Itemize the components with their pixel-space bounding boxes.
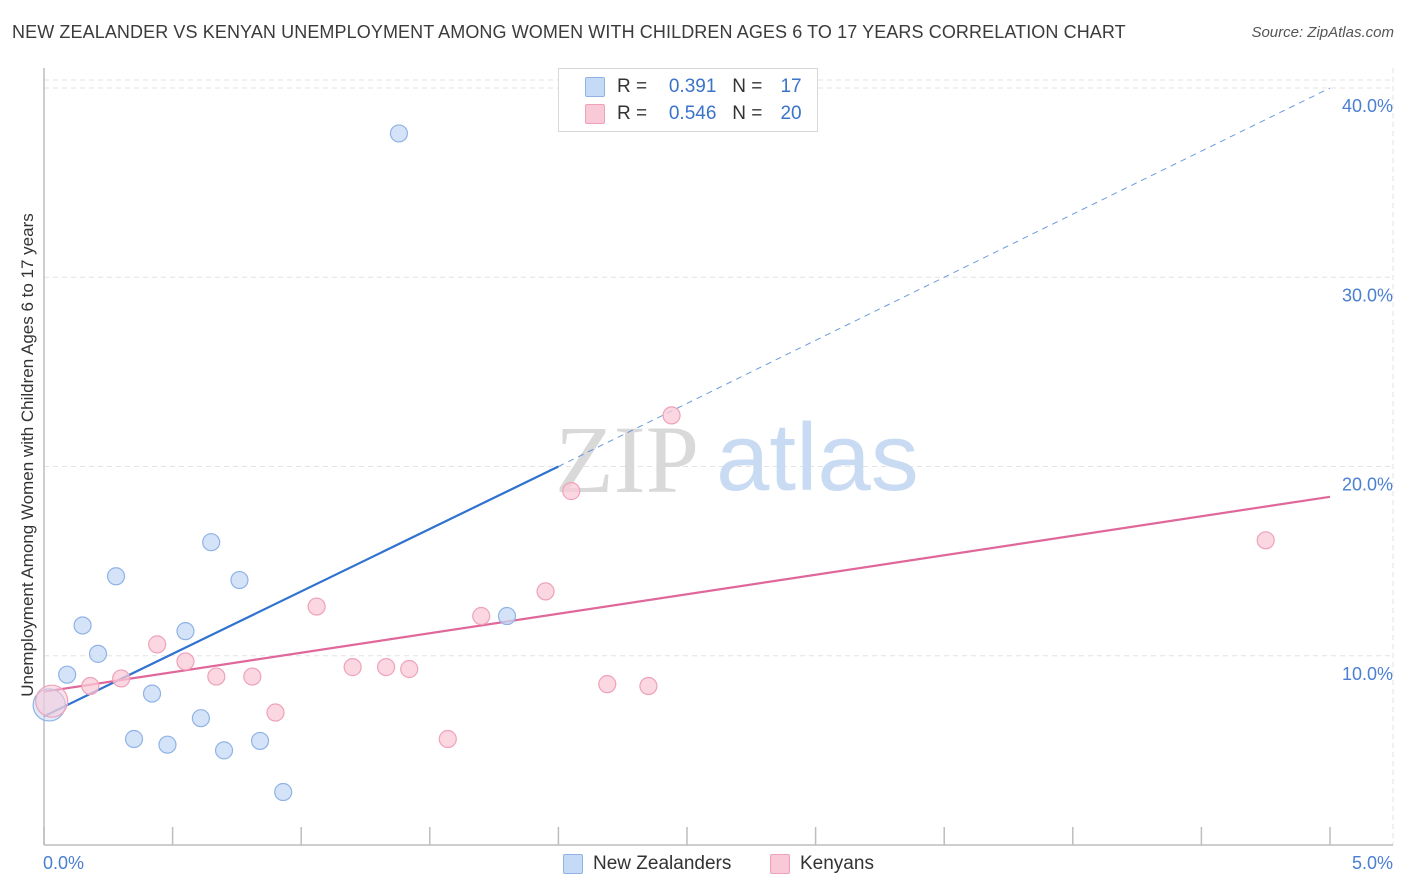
legend-r-value: 0.546 [668, 103, 717, 124]
point-kenyans [243, 667, 262, 686]
point-new-zealanders [214, 741, 234, 760]
grid-lines [44, 68, 1394, 845]
point-kenyans [376, 658, 396, 677]
point-kenyans [207, 667, 226, 686]
point-new-zealanders [124, 729, 144, 749]
point-kenyans [81, 676, 100, 696]
legend-r-value: 0.391 [668, 76, 717, 97]
point-kenyans [307, 597, 326, 616]
legend-n-label: N = [732, 76, 763, 97]
y-tick-label: 10.0% [1342, 664, 1393, 684]
correlation-legend: R = 0.391 N = 17 R = 0.546 N = 20 [558, 68, 818, 132]
point-kenyans [562, 482, 581, 501]
legend-swatch-new-zealanders [585, 77, 605, 97]
point-kenyans [639, 676, 658, 696]
trend-line-new-zealanders-extension [558, 87, 1331, 467]
y-axis-title: Unemployment Among Women with Children A… [18, 213, 37, 697]
point-kenyans [536, 582, 555, 601]
point-new-zealanders [88, 644, 108, 663]
point-new-zealanders [106, 567, 126, 586]
trend-lines [43, 87, 1331, 718]
data-points [32, 124, 1275, 802]
point-new-zealanders [73, 616, 92, 635]
point-new-zealanders [497, 606, 517, 626]
x-tick-label-min: 0.0% [43, 853, 84, 873]
point-kenyans [662, 406, 681, 425]
point-new-zealanders [202, 533, 221, 552]
point-kenyans [112, 669, 131, 688]
legend-n-value: 20 [780, 103, 802, 124]
point-kenyans [35, 684, 69, 718]
watermark: ZIP atlas [555, 404, 919, 513]
point-kenyans [438, 729, 457, 749]
y-tick-label: 30.0% [1342, 285, 1393, 305]
series-swatch-kenyans [770, 854, 790, 874]
point-kenyans [266, 703, 285, 722]
y-tick-labels: 10.0% 20.0% 30.0% 40.0% [1342, 96, 1393, 684]
point-new-zealanders [158, 735, 177, 754]
x-tick-label-max: 5.0% [1352, 853, 1393, 873]
point-new-zealanders [389, 124, 409, 143]
point-kenyans [148, 635, 167, 654]
point-new-zealanders [274, 782, 293, 802]
series-label-kenyans: Kenyans [800, 853, 874, 874]
legend-r-label: R = [617, 103, 648, 124]
legend-row-kenyans: R = 0.546 N = 20 [585, 101, 802, 127]
point-kenyans [1256, 531, 1275, 550]
series-label-new-zealanders: New Zealanders [593, 853, 732, 874]
point-kenyans [598, 675, 617, 694]
chart-title: NEW ZEALANDER VS KENYAN UNEMPLOYMENT AMO… [12, 22, 1126, 42]
legend-r-label: R = [617, 76, 648, 97]
series-legend-kenyans: Kenyans [770, 852, 874, 876]
y-tick-label: 40.0% [1342, 96, 1393, 116]
source-label: Source: ZipAtlas.com [1251, 24, 1394, 41]
point-new-zealanders [191, 709, 210, 728]
point-new-zealanders [230, 570, 249, 590]
y-tick-label: 20.0% [1342, 475, 1393, 495]
point-new-zealanders [58, 665, 77, 684]
series-swatch-new-zealanders [563, 854, 583, 874]
point-kenyans [343, 658, 362, 677]
point-new-zealanders [176, 622, 195, 641]
legend-swatch-kenyans [585, 104, 605, 124]
point-kenyans [472, 606, 491, 626]
legend-n-value: 17 [780, 76, 802, 97]
point-new-zealanders [250, 731, 270, 751]
trend-line-new-zealanders [43, 465, 559, 718]
point-kenyans [400, 659, 419, 679]
point-kenyans [176, 652, 195, 671]
watermark-atlas: atlas [716, 404, 919, 511]
legend-row-new-zealanders: R = 0.391 N = 17 [585, 74, 802, 100]
legend-n-label: N = [732, 103, 763, 124]
point-new-zealanders [142, 684, 162, 703]
trend-line-kenyans [43, 495, 1331, 693]
series-legend-new-zealanders: New Zealanders [563, 852, 731, 876]
